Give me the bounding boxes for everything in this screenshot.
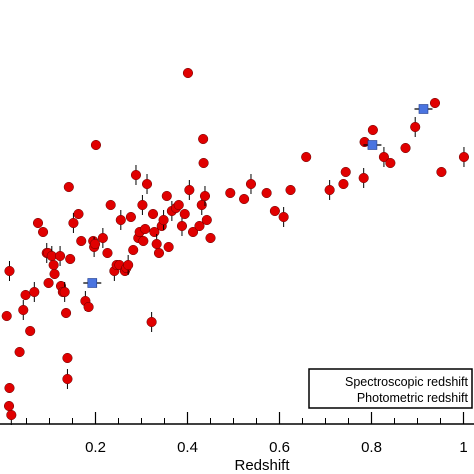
spectroscopic-point: [378, 151, 389, 163]
spectroscopic-point: [225, 187, 236, 199]
spectroscopic-point: [458, 151, 470, 163]
data-points: [1, 67, 470, 425]
spectroscopic-point: [61, 307, 72, 319]
spectroscopic-point: [137, 199, 148, 211]
spectroscopic-point: [89, 238, 101, 250]
spectroscopic-point: [410, 121, 421, 133]
spectroscopic-point: [324, 184, 335, 196]
spectroscopic-point: [63, 181, 74, 193]
spectroscopic-point: [179, 208, 190, 220]
spectroscopic-point: [73, 208, 84, 220]
spectroscopic-point: [32, 217, 44, 229]
legend-box: [308, 368, 473, 409]
spectroscopic-point: [141, 178, 153, 190]
spectroscopic-point: [29, 286, 40, 298]
spectroscopic-point: [125, 211, 136, 223]
spectroscopic-point: [123, 259, 134, 271]
spectroscopic-point: [158, 214, 169, 226]
spectroscopic-point: [128, 244, 139, 256]
spectroscopic-point: [269, 205, 280, 217]
spectroscopic-point: [173, 199, 184, 211]
spectroscopic-point: [43, 277, 54, 289]
spectroscopic-point: [1, 310, 12, 322]
spectroscopic-point: [196, 199, 207, 211]
x-ticks: [26, 412, 465, 424]
spectroscopic-point: [25, 325, 36, 337]
legend: Spectroscopic redshift Photometric redsh…: [308, 368, 473, 409]
spectroscopic-point: [239, 193, 250, 205]
spectroscopic-point: [65, 253, 76, 265]
spectroscopic-point: [105, 199, 116, 211]
spectroscopic-point: [115, 214, 126, 226]
x-tick-labels: 0.2 0.4 0.6 0.8 1: [85, 439, 468, 456]
spectroscopic-point: [59, 286, 70, 298]
spectroscopic-point: [102, 247, 113, 259]
spectroscopic-point: [14, 346, 25, 358]
spectroscopic-point: [184, 184, 195, 196]
x-tick-label: 0.8: [361, 439, 382, 456]
spectroscopic-point: [285, 184, 296, 196]
spectroscopic-point: [130, 169, 142, 181]
spectroscopic-point: [140, 223, 151, 235]
spectroscopic-point: [68, 217, 79, 229]
photometric-point: [87, 278, 98, 288]
spectroscopic-point: [261, 187, 272, 199]
spectroscopic-point: [367, 124, 378, 136]
spectroscopic-point: [198, 133, 209, 145]
spectroscopic-point: [301, 151, 312, 163]
spectroscopic-point: [76, 235, 87, 247]
spectroscopic-point: [97, 232, 108, 244]
spectroscopic-point: [6, 409, 17, 421]
x-axis-label: Redshift: [234, 457, 290, 474]
spectroscopic-point: [400, 142, 411, 154]
spectroscopic-point: [385, 157, 396, 169]
spectroscopic-point: [147, 208, 159, 220]
legend-entry-spectroscopic: Spectroscopic redshift: [345, 375, 469, 389]
spectroscopic-point: [48, 259, 59, 271]
spectroscopic-point: [18, 304, 29, 316]
spectroscopic-point: [199, 190, 211, 202]
legend-entry-photometric: Photometric redshift: [357, 391, 469, 405]
spectroscopic-point: [358, 172, 369, 184]
spectroscopic-point: [198, 157, 209, 169]
x-tick-label: 0.6: [269, 439, 290, 456]
spectroscopic-point: [62, 373, 73, 385]
spectroscopic-point: [176, 220, 188, 232]
spectroscopic-point: [340, 166, 351, 178]
spectroscopic-point: [62, 352, 73, 364]
spectroscopic-point: [429, 97, 441, 109]
spectroscopic-point: [245, 178, 257, 190]
x-tick-label: 0.4: [177, 439, 198, 456]
spectroscopic-point: [90, 139, 102, 151]
spectroscopic-point: [20, 289, 31, 301]
spectroscopic-point: [205, 232, 216, 244]
photometric-point: [367, 140, 378, 150]
spectroscopic-point: [338, 178, 349, 190]
photometric-point: [418, 104, 429, 114]
spectroscopic-point: [49, 268, 60, 280]
spectroscopic-point: [55, 250, 66, 262]
spectroscopic-point: [161, 190, 172, 202]
spectroscopic-point: [4, 265, 15, 277]
spectroscopic-point: [187, 226, 199, 238]
x-tick-label: 1: [459, 439, 467, 456]
spectroscopic-point: [151, 238, 162, 250]
spectroscopic-point: [201, 214, 212, 226]
spectroscopic-point: [3, 400, 15, 412]
spectroscopic-point: [83, 301, 94, 313]
x-tick-label: 0.2: [85, 439, 106, 456]
spectroscopic-point: [153, 247, 165, 259]
spectroscopic-point: [138, 235, 149, 247]
spectroscopic-point: [436, 166, 447, 178]
spectroscopic-point: [194, 220, 205, 232]
spectroscopic-point: [38, 226, 49, 238]
spectroscopic-point: [4, 382, 15, 394]
spectroscopic-point: [278, 211, 289, 223]
spectroscopic-point: [182, 67, 194, 79]
spectroscopic-point: [163, 241, 174, 253]
spectroscopic-point: [146, 316, 157, 328]
